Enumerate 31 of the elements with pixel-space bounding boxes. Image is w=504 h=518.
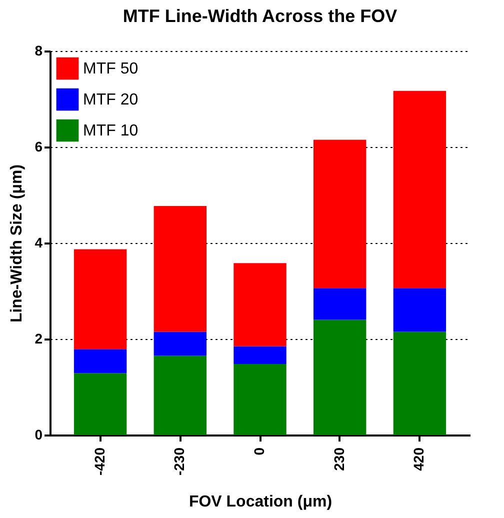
bar xyxy=(74,373,127,435)
bar xyxy=(393,90,446,288)
x-tick-label: -230 xyxy=(171,447,188,476)
y-tick-label: 0 xyxy=(34,426,43,442)
y-tick-label: 8 xyxy=(34,42,43,58)
chart-title: MTF Line-Width Across the FOV xyxy=(122,6,398,26)
y-tick-label: 6 xyxy=(34,138,43,154)
bar xyxy=(234,346,286,364)
legend-label: MTF 50 xyxy=(83,60,138,78)
legend-label: MTF 20 xyxy=(83,92,138,108)
x-tick-label: 230 xyxy=(330,447,347,471)
bar xyxy=(314,140,366,288)
bar xyxy=(154,206,206,332)
bar xyxy=(154,356,206,435)
bar xyxy=(154,332,206,356)
bar xyxy=(393,288,446,332)
x-tick-label: 0 xyxy=(251,447,267,456)
bar xyxy=(234,263,286,346)
y-tick-label: 4 xyxy=(34,234,43,250)
bar xyxy=(314,320,366,435)
x-tick-label: 420 xyxy=(410,447,427,471)
x-tick-label: -420 xyxy=(91,447,108,476)
bar xyxy=(393,332,446,435)
legend-label: MTF 10 xyxy=(83,122,138,140)
bar xyxy=(234,364,286,435)
bar xyxy=(74,349,127,374)
bar xyxy=(74,249,127,350)
y-axis-title: Line-Width Size (μm) xyxy=(8,164,26,323)
y-tick-label: 2 xyxy=(34,330,43,346)
bar xyxy=(314,288,366,320)
x-axis-title: FOV Location (μm) xyxy=(188,494,332,511)
